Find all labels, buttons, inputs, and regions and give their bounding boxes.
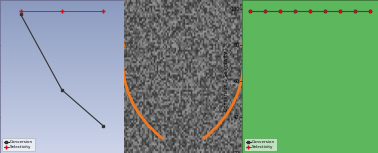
Y-axis label: Conversion & Selectivity / %: Conversion & Selectivity / %: [224, 42, 229, 111]
FancyArrowPatch shape: [202, 41, 246, 140]
Legend: Conversion, Selectivity: Conversion, Selectivity: [244, 138, 277, 151]
Legend: Conversion, Selectivity: Conversion, Selectivity: [2, 138, 35, 151]
FancyArrowPatch shape: [120, 41, 164, 140]
